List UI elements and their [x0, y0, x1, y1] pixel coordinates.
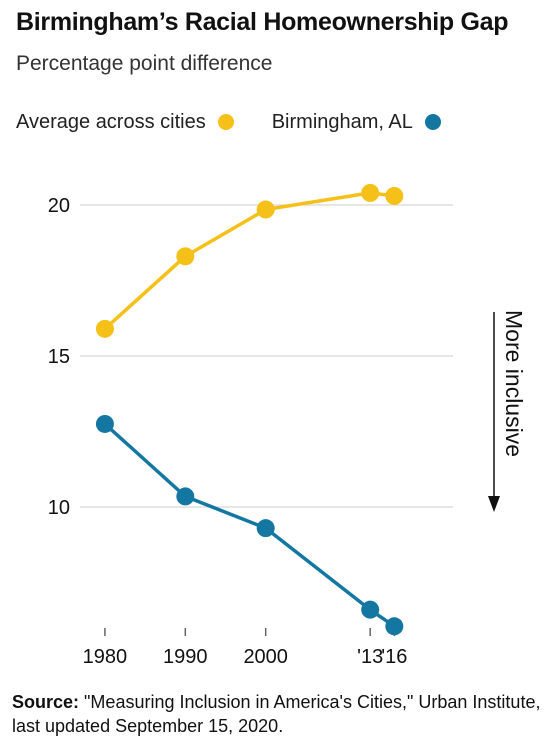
- data-point: [361, 183, 380, 202]
- legend-item: Birmingham, AL: [272, 111, 441, 134]
- x-tick-label: 2000: [243, 646, 288, 668]
- data-point: [361, 600, 380, 619]
- x-tick-label: '16: [381, 646, 407, 668]
- arrow-head-icon: [488, 496, 500, 512]
- legend-label: Birmingham, AL: [271, 110, 413, 133]
- data-point: [256, 200, 275, 219]
- data-point: [95, 414, 114, 433]
- data-point: [95, 319, 114, 338]
- data-point: [176, 247, 195, 266]
- legend-dot: [217, 114, 234, 130]
- x-tick-label: 1990: [163, 646, 208, 668]
- x-tick-label: '13: [357, 646, 383, 668]
- source-label: Source:: [12, 692, 80, 712]
- annotation-more-inclusive: More inclusive: [501, 310, 527, 457]
- legend-item: Average across cities: [16, 111, 234, 134]
- legend-label: Average across cities: [16, 110, 206, 133]
- source-note: Source: "Measuring Inclusion in America'…: [12, 690, 542, 738]
- data-point: [256, 519, 275, 538]
- x-tick-label: 1980: [83, 646, 128, 668]
- chart-title: Birmingham’s Racial Homeownership Gap: [16, 8, 509, 36]
- chart-subtitle: Percentage point difference: [16, 52, 273, 75]
- data-point: [385, 186, 404, 205]
- y-tick-label: 10: [48, 497, 70, 519]
- y-tick-label: 15: [48, 346, 70, 368]
- data-point: [176, 487, 195, 506]
- data-point: [385, 617, 404, 636]
- source-text: "Measuring Inclusion in America's Cities…: [12, 692, 541, 736]
- legend-dot: [424, 114, 441, 130]
- series-line-1: [103, 422, 396, 628]
- legend: Average across cities Birmingham, AL: [16, 108, 479, 136]
- y-tick-label: 20: [48, 195, 70, 217]
- series-line-0: [103, 191, 395, 331]
